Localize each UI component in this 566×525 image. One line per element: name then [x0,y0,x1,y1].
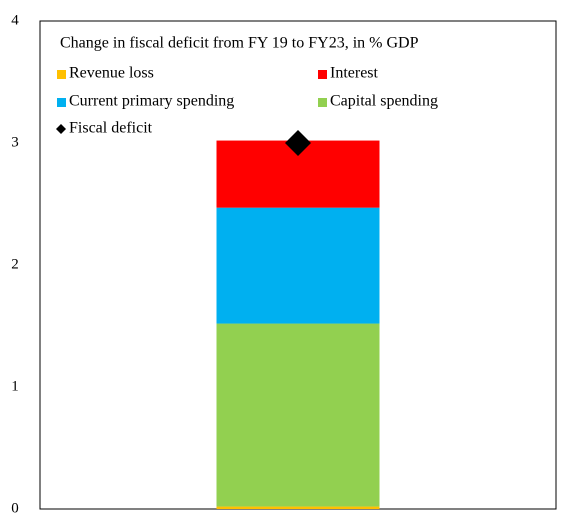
y-tick-label: 2 [11,256,19,272]
legend-swatch [57,98,66,107]
y-tick-label: 1 [11,378,19,394]
bar-segment [216,506,380,509]
legend-label: Capital spending [330,93,438,110]
legend-swatch [318,98,327,107]
legend-label: Interest [330,65,379,82]
bar-segment [216,207,380,324]
chart-title: Change in fiscal deficit from FY 19 to F… [60,35,419,52]
legend-marker [56,124,66,134]
bar-segment [216,323,380,507]
legend-swatch [318,70,327,79]
legend-label: Fiscal deficit [69,120,153,137]
legend-swatch [57,70,66,79]
legend-label: Revenue loss [69,65,154,82]
fiscal-deficit-marker [285,130,311,156]
y-tick-label: 3 [11,134,19,150]
y-tick-label: 0 [11,500,19,516]
y-tick-label: 4 [11,12,19,28]
legend-label: Current primary spending [69,93,234,110]
